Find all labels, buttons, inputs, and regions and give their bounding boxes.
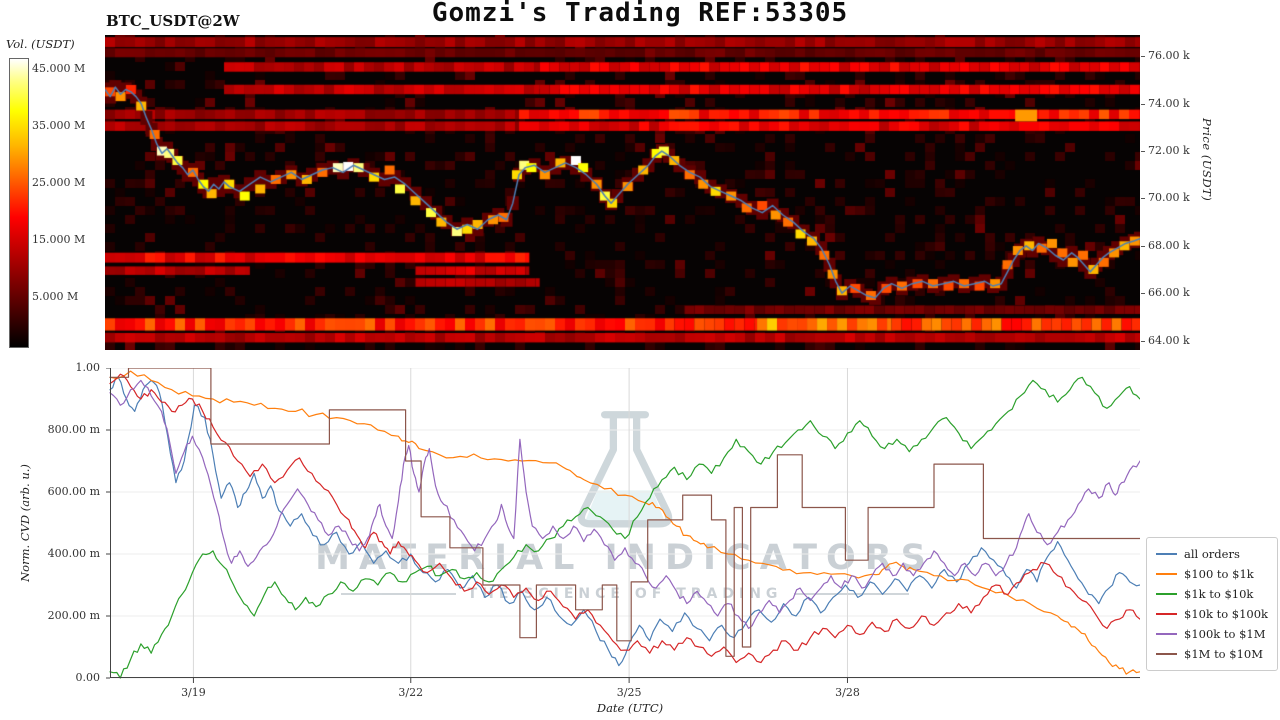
price-tick-68-00-k: 68.00 k [1148, 238, 1190, 252]
legend-item-10k-to-100k: $10k to $100k [1156, 604, 1268, 624]
legend-swatch-100k-to-1m [1156, 632, 1177, 636]
cvd-x-tick-3-28: 3/28 [835, 686, 860, 699]
page-title: Gomzi's Trading REF:53305 [431, 0, 849, 28]
cvd-y-tick-1-00: 1.00 [75, 361, 101, 374]
cvd-y-tick-200-00-m: 200.00 m [47, 609, 100, 622]
colorbar-tick-45-000-m: 45.000 M [32, 62, 86, 75]
legend-swatch-1k-to-10k [1156, 592, 1177, 596]
price-tickmark-70-00-k [1141, 198, 1145, 200]
price-axis-label: Price (USDT) [1200, 118, 1214, 202]
cvd-x-tick-3-22: 3/22 [398, 686, 424, 699]
price-tick-74-00-k: 74.00 k [1148, 96, 1190, 110]
price-tickmark-68-00-k [1141, 245, 1145, 247]
cvd-x-tick-3-19: 3/19 [181, 686, 206, 699]
watermark-subtitle-text: THE SCIENCE OF TRADING [467, 586, 783, 602]
legend: all orders $100 to $1k $1k to $10k $10k to … [1146, 537, 1279, 671]
price-tick-64-00-k: 64.00 k [1148, 333, 1190, 347]
flask-logo-icon [315, 406, 935, 538]
volume-heatmap-canvas [105, 35, 1140, 350]
price-tickmark-66-00-k [1141, 293, 1145, 295]
legend-item-1k-to-10k: $1k to $10k [1156, 584, 1268, 604]
price-tick-70-00-k: 70.00 k [1148, 191, 1190, 205]
price-tick-76-00-k: 76.00 k [1148, 49, 1190, 63]
cvd-series-100-to-1k [109, 370, 1140, 675]
cvd-x-axis-label: Date (UTC) [596, 701, 664, 715]
cvd-chart [106, 368, 1140, 683]
cvd-series-all-orders [109, 376, 1140, 667]
legend-item-100-to-1k: $100 to $1k [1156, 564, 1268, 584]
legend-swatch-10k-to-100k [1156, 612, 1177, 616]
legend-item-100k-to-1m: $100k to $1M [1156, 624, 1268, 644]
cvd-y-tick-0-00: 0.00 [75, 671, 101, 684]
colorbar-label: Vol. (USDT) [6, 37, 75, 51]
cvd-x-tick-3-25: 3/25 [616, 686, 642, 699]
legend-label-100k-to-1m: $100k to $1M [1184, 627, 1266, 641]
legend-swatch-100-to-1k [1156, 572, 1177, 576]
price-tickmark-64-00-k [1141, 340, 1145, 342]
cvd-series-100k-to-1m [109, 379, 1140, 629]
cvd-series-10k-to-100k [109, 373, 1140, 664]
material-indicators-watermark: MATERIAL INDICATORS THE SCIENCE OF TRADI… [315, 406, 935, 602]
legend-item-1m-to-10m: $1M to $10M [1156, 644, 1268, 664]
price-tickmark-72-00-k [1141, 151, 1145, 153]
cvd-y-tick-800-00-m: 800.00 m [47, 423, 100, 436]
cvd-y-tick-400-00-m: 400.00 m [47, 547, 100, 560]
price-tick-72-00-k: 72.00 k [1148, 144, 1190, 158]
colorbar-tick-15-000-m: 15.000 M [32, 233, 86, 246]
cvd-series-1k-to-10k [109, 376, 1140, 679]
symbol-label: BTC_USDT@2W [106, 12, 240, 30]
watermark-dash-left [340, 593, 456, 595]
legend-label-1k-to-10k: $1k to $10k [1184, 587, 1254, 601]
legend-label-100-to-1k: $100 to $1k [1184, 567, 1254, 581]
colorbar-tick-35-000-m: 35.000 M [32, 119, 86, 132]
volume-colorbar [9, 58, 29, 348]
colorbar-tick-25-000-m: 25.000 M [32, 176, 86, 189]
legend-label-1m-to-10m: $1M to $10M [1184, 647, 1263, 661]
price-tickmark-74-00-k [1141, 103, 1145, 105]
legend-swatch-all-orders [1156, 552, 1177, 556]
watermark-subtitle: THE SCIENCE OF TRADING [315, 586, 935, 602]
legend-item-all-orders: all orders [1156, 544, 1268, 564]
price-tickmark-76-00-k [1141, 56, 1145, 58]
legend-swatch-1m-to-10m [1156, 652, 1177, 656]
cvd-y-axis-label: Norm. CVD (arb. u.) [18, 464, 32, 582]
price-tick-66-00-k: 66.00 k [1148, 286, 1190, 300]
watermark-dash-right [794, 593, 910, 595]
legend-label-10k-to-100k: $10k to $100k [1184, 607, 1269, 621]
cvd-y-tick-600-00-m: 600.00 m [47, 485, 100, 498]
cvd-series-1m-to-10m [109, 368, 1140, 657]
colorbar-tick-5-000-m: 5.000 M [32, 290, 79, 303]
legend-label-all-orders: all orders [1184, 547, 1240, 561]
